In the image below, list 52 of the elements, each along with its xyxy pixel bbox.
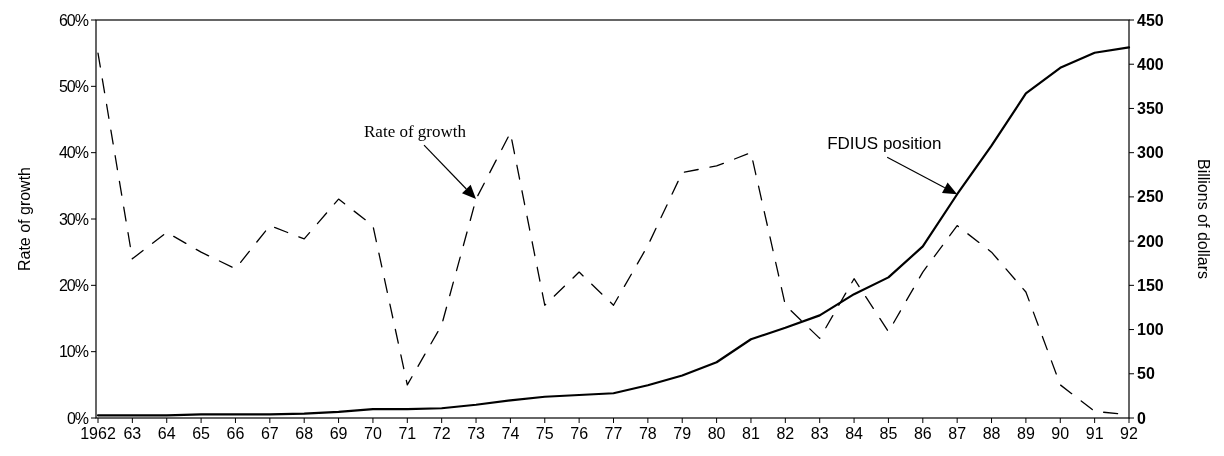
y-tick-label: 30% [58, 210, 89, 228]
x-tick-label: 64 [157, 425, 176, 442]
y-axis-title: Rate of growth [16, 166, 33, 272]
x-tick-label: 69 [329, 425, 348, 442]
x-tick-label: 68 [295, 425, 314, 442]
y2-tick-label: 250 [1137, 188, 1164, 206]
x-tick-label: 67 [260, 425, 279, 442]
x-tick-label: 1962 [80, 425, 116, 442]
x-tick-label: 90 [1051, 425, 1070, 442]
x-tick-label: 86 [913, 425, 932, 442]
y2-tick-label: 100 [1137, 321, 1164, 339]
y-tick-label: 40% [58, 144, 89, 162]
x-tick-label: 89 [1017, 425, 1035, 442]
x-tick-label: 91 [1085, 425, 1104, 442]
y-tick-label: 10% [58, 343, 89, 361]
x-tick-label: 79 [673, 425, 692, 442]
y2-tick-label: 150 [1137, 276, 1164, 294]
x-tick-label: 81 [742, 425, 760, 442]
y2-tick-label: 50 [1137, 365, 1155, 383]
y2-tick-label: 350 [1137, 100, 1164, 118]
x-tick-label: 77 [604, 425, 623, 442]
x-tick-label: 75 [535, 425, 554, 442]
x-tick-label: 80 [707, 425, 726, 442]
text: FDIUS position [827, 134, 942, 154]
y-tick-label: 20% [58, 276, 89, 294]
x-tick-label: 83 [810, 425, 829, 442]
y-tick-label: 0% [66, 409, 89, 427]
x-tick-label: 63 [123, 425, 142, 442]
x-tick-label: 85 [879, 425, 898, 442]
x-tick-label: 71 [398, 425, 417, 442]
x-tick-label: 76 [570, 425, 589, 442]
x-tick-label: 84 [845, 425, 864, 442]
y-tick-label: 50% [58, 77, 89, 95]
y2-axis-title: Billions of dollars [1195, 158, 1212, 280]
x-tick-label: 73 [467, 425, 486, 442]
y2-tick-label: 0 [1137, 409, 1146, 427]
text: Rate of growth [364, 122, 467, 142]
x-tick-label: 92 [1120, 425, 1138, 442]
x-tick-label: 88 [982, 425, 1001, 442]
x-tick-label: 72 [432, 425, 451, 442]
y-tick-label: 60% [58, 11, 89, 29]
x-tick-label: 78 [638, 425, 657, 442]
x-tick-label: 82 [776, 425, 795, 442]
x-tick-label: 70 [364, 425, 382, 442]
y2-tick-label: 300 [1137, 144, 1164, 162]
x-tick-label: 87 [948, 425, 967, 442]
x-tick-label: 74 [501, 425, 520, 442]
y2-tick-label: 450 [1137, 11, 1164, 29]
y2-tick-label: 400 [1137, 55, 1164, 73]
x-tick-label: 65 [192, 425, 211, 442]
x-tick-label: 66 [226, 425, 245, 442]
y2-tick-label: 200 [1137, 232, 1164, 250]
